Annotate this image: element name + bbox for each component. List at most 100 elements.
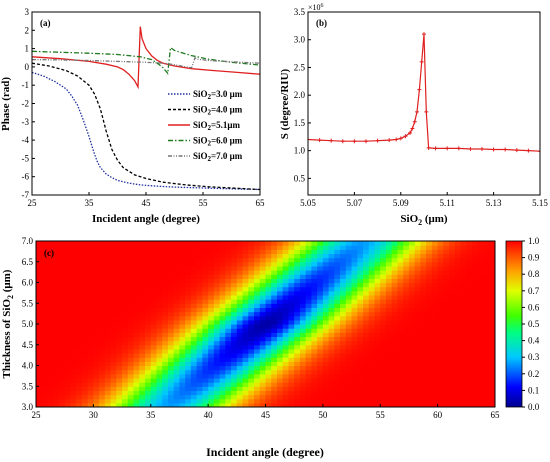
heatmap-cell <box>173 377 181 383</box>
heatmap-cell <box>122 307 129 313</box>
heatmap-cell <box>317 253 324 259</box>
heatmap-cell <box>351 365 358 371</box>
heatmap-cell <box>426 398 433 404</box>
heatmap-cell <box>426 245 433 250</box>
heatmap-cell <box>305 315 312 321</box>
heatmap-cell <box>340 382 347 387</box>
heatmap-cell <box>357 245 364 250</box>
heatmap-cell <box>483 253 490 259</box>
heatmap-cell <box>431 390 439 396</box>
heatmap-cell <box>196 253 203 259</box>
heatmap-cell <box>391 369 399 375</box>
heatmap-cell <box>242 294 249 300</box>
heatmap-cell <box>294 365 301 371</box>
heatmap-cell <box>231 357 238 362</box>
heatmap-cell <box>351 386 358 391</box>
heatmap-cell <box>179 253 186 259</box>
heatmap-cell <box>294 307 301 313</box>
heatmap-cell <box>380 299 387 304</box>
heatmap-cell <box>357 328 364 333</box>
heatmap-cell <box>110 270 117 275</box>
heatmap-cell <box>36 340 43 346</box>
heatmap-cell <box>225 340 232 346</box>
heatmap-cell <box>231 377 238 383</box>
heatmap-cell <box>271 241 278 246</box>
heatmap-cell <box>288 311 295 317</box>
heatmap-cell <box>185 274 192 279</box>
heatmap-cell <box>139 340 146 346</box>
heatmap-cell <box>340 249 347 255</box>
heatmap-cell <box>259 369 267 375</box>
heatmap-cell <box>122 299 129 304</box>
heatmap-cell <box>449 299 456 304</box>
heatmap-cell <box>225 361 232 367</box>
heatmap-cell <box>179 373 186 379</box>
heatmap-cell <box>47 315 54 321</box>
heatmap-cell <box>87 311 94 317</box>
series-line-a-4 <box>32 56 260 69</box>
heatmap-cell <box>265 361 272 367</box>
heatmap-cell <box>145 294 152 300</box>
heatmap-cell <box>36 319 43 325</box>
y-tick-label-c: 7.0 <box>22 236 34 246</box>
heatmap-cell <box>299 319 307 325</box>
heatmap-cell <box>167 394 175 400</box>
heatmap-cell <box>41 324 49 329</box>
heatmap-cell <box>162 245 169 250</box>
heatmap-cell <box>477 357 485 362</box>
heatmap-cell <box>190 286 198 292</box>
heatmap-cell <box>122 348 129 354</box>
heatmap-cell <box>87 340 94 346</box>
heatmap-cell <box>259 307 267 313</box>
heatmap-cell <box>460 402 467 407</box>
data-marker-b <box>491 147 496 152</box>
heatmap-cell <box>81 249 89 255</box>
heatmap-cell <box>322 394 330 400</box>
heatmap-cell <box>47 282 54 288</box>
heatmap-cell <box>122 336 129 342</box>
heatmap-cell <box>167 361 175 367</box>
heatmap-cell <box>122 369 129 375</box>
heatmap-cell <box>139 365 146 371</box>
heatmap-cell <box>116 278 123 284</box>
heatmap-cell <box>328 365 335 371</box>
heatmap-cell <box>408 241 416 246</box>
heatmap-cell <box>322 270 330 275</box>
heatmap-cell <box>99 249 106 255</box>
heatmap-cell <box>259 377 267 383</box>
heatmap-cell <box>299 361 307 367</box>
heatmap-cell <box>437 278 444 284</box>
heatmap-cell <box>299 303 307 308</box>
heatmap-cell <box>340 303 347 308</box>
heatmap-cell <box>391 278 399 284</box>
panel-a-ylabel: Phase (rad) <box>0 77 12 131</box>
heatmap-cell <box>391 249 399 255</box>
heatmap-cell <box>466 382 473 387</box>
x-tick-label-b: 5.13 <box>486 198 502 208</box>
heatmap-cell <box>460 332 467 338</box>
heatmap-cell <box>426 353 433 358</box>
heatmap-cell <box>328 332 335 338</box>
heatmap-cell <box>282 241 290 246</box>
heatmap-cell <box>231 294 238 300</box>
heatmap-cell <box>299 336 307 342</box>
heatmap-cell <box>202 290 209 296</box>
heatmap-cell <box>185 257 192 263</box>
heatmap-cell <box>288 324 295 329</box>
heatmap-cell <box>449 245 456 250</box>
heatmap-cell <box>127 274 135 279</box>
heatmap-cell <box>81 261 89 267</box>
heatmap-cell <box>420 299 427 304</box>
heatmap-cell <box>259 286 267 292</box>
heatmap-cell <box>437 369 444 375</box>
heatmap-cell <box>116 245 123 250</box>
heatmap-cell <box>242 390 249 396</box>
heatmap-cell <box>122 270 129 275</box>
y-tick-label-b: 2.0 <box>294 90 306 100</box>
heatmap-cell <box>162 249 169 255</box>
heatmap-cell <box>443 353 450 358</box>
heatmap-cell <box>248 398 255 404</box>
heatmap-cell <box>167 257 175 263</box>
heatmap-cell <box>116 282 123 288</box>
heatmap-cell <box>242 249 249 255</box>
